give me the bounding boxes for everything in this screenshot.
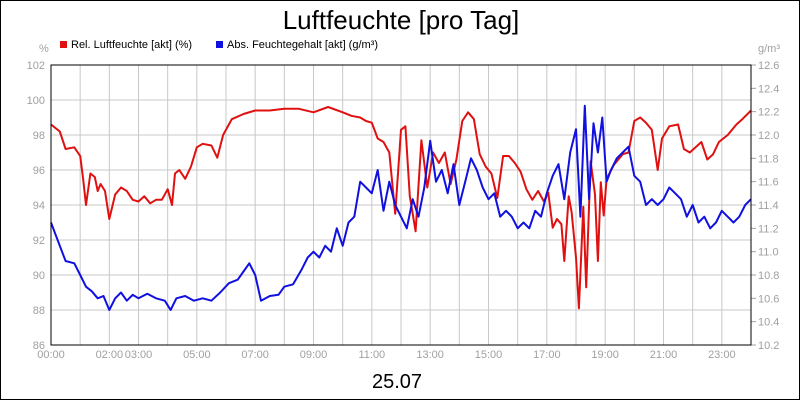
left-tick-label: 96 bbox=[33, 165, 45, 177]
x-tick-label: 15:00 bbox=[475, 349, 503, 361]
right-tick-label: 12.2 bbox=[758, 107, 779, 119]
x-tick-label: 17:00 bbox=[533, 349, 561, 361]
left-tick-label: 100 bbox=[27, 95, 45, 107]
date-label: 25.07 bbox=[372, 371, 422, 393]
x-tick-label: 21:00 bbox=[650, 349, 678, 361]
right-tick-label: 11.2 bbox=[758, 223, 779, 235]
left-tick-label: 102 bbox=[27, 60, 45, 72]
legend: Rel. Luftfeuchte [akt] (%) Abs. Feuchteg… bbox=[60, 39, 378, 51]
right-tick-label: 10.2 bbox=[758, 340, 779, 352]
x-tick-label: 00:00 bbox=[37, 349, 65, 361]
left-tick-label: 92 bbox=[33, 235, 45, 247]
left-tick-label: 88 bbox=[33, 305, 45, 317]
x-tick-label: 05:00 bbox=[183, 349, 211, 361]
series-line-abs-humidity bbox=[50, 104, 752, 311]
legend-swatch-abs-humidity bbox=[216, 41, 223, 48]
legend-label-rel-humidity: Rel. Luftfeuchte [akt] (%) bbox=[71, 39, 192, 51]
x-tick-label: 03:00 bbox=[125, 349, 153, 361]
right-tick-label: 11.4 bbox=[758, 200, 779, 212]
right-tick-label: 11.6 bbox=[758, 177, 779, 189]
right-axis-unit: g/m³ bbox=[758, 43, 780, 55]
plot-area-border bbox=[50, 64, 752, 346]
right-tick-label: 12.6 bbox=[758, 60, 779, 72]
right-tick-label: 10.4 bbox=[758, 317, 779, 329]
left-tick-label: 86 bbox=[33, 340, 45, 352]
series-lines bbox=[50, 104, 752, 311]
right-tick-label: 12.4 bbox=[758, 83, 779, 95]
right-tick-label: 10.8 bbox=[758, 270, 779, 282]
right-tick-label: 11.8 bbox=[758, 153, 779, 165]
x-tick-label: 07:00 bbox=[241, 349, 269, 361]
x-tick-label: 23:00 bbox=[708, 349, 736, 361]
grid bbox=[51, 64, 756, 346]
left-tick-label: 90 bbox=[33, 270, 45, 282]
chart-title: Luftfeuchte [pro Tag] bbox=[283, 5, 520, 35]
left-tick-label: 94 bbox=[33, 200, 45, 212]
axis-tick-labels: 86 88 90 92 94 96 98 100 102 10.2 10.4 10.6 10.8 11.0… bbox=[27, 60, 780, 361]
left-tick-label: 98 bbox=[33, 130, 45, 142]
left-axis-unit: % bbox=[39, 43, 49, 55]
x-tick-label: 02:00 bbox=[96, 349, 124, 361]
legend-label-abs-humidity: Abs. Feuchtegehalt [akt] (g/m³) bbox=[227, 39, 378, 51]
right-tick-label: 10.6 bbox=[758, 293, 779, 305]
x-tick-label: 11:00 bbox=[358, 349, 385, 361]
legend-swatch-rel-humidity bbox=[60, 41, 67, 48]
right-tick-label: 11.0 bbox=[758, 247, 779, 259]
x-tick-label: 13:00 bbox=[416, 349, 444, 361]
right-tick-label: 12.0 bbox=[758, 130, 779, 142]
x-tick-label: 09:00 bbox=[300, 349, 328, 361]
series-line-rel-humidity bbox=[50, 106, 752, 310]
x-tick-label: 19:00 bbox=[591, 349, 619, 361]
